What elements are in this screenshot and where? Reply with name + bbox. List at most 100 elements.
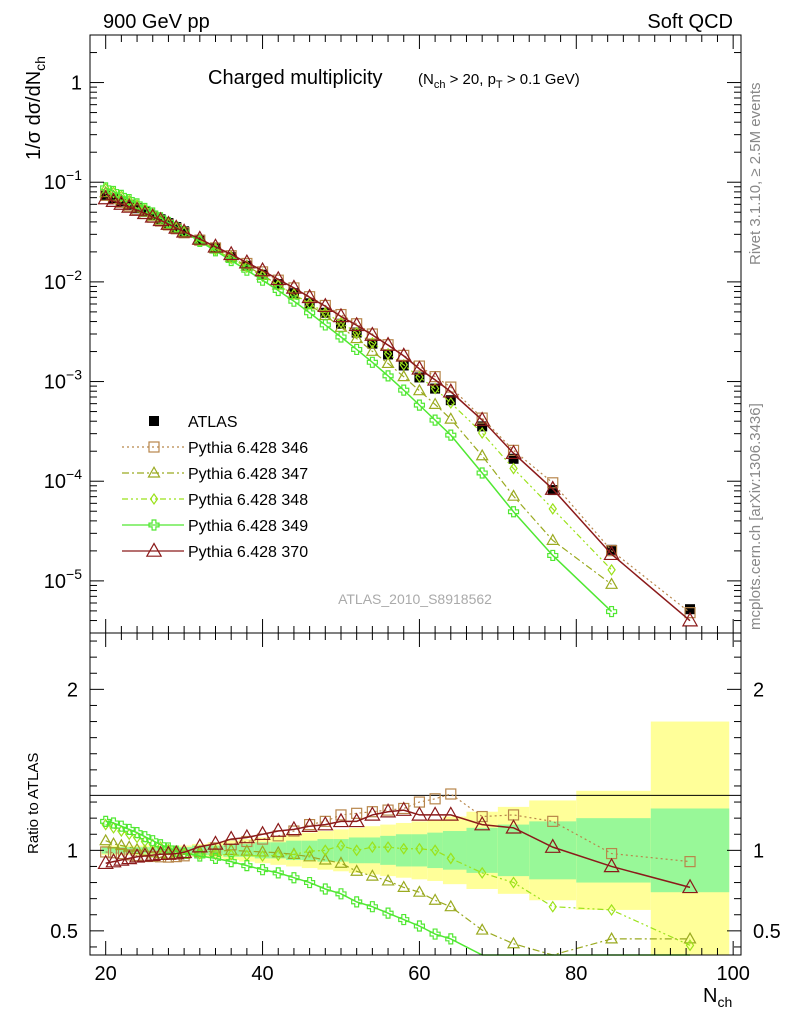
tick-base: 10	[44, 571, 66, 593]
ratio-point-348	[274, 849, 283, 862]
ratio-point-346	[476, 810, 488, 823]
main-point-349	[366, 356, 378, 368]
main-point-346	[304, 291, 316, 303]
ratio-point-349	[147, 835, 159, 847]
ratio-point-349	[429, 928, 441, 940]
ratio-ylabel: Ratio to ATLAS	[25, 753, 42, 854]
main-point-348	[399, 358, 408, 371]
chart-title-sub: (Nch > 20, pT > 0.1 GeV)	[418, 71, 580, 91]
ratio-point-348	[336, 839, 346, 852]
main-point-347	[381, 356, 395, 369]
main-point-349	[100, 182, 112, 194]
ratio-band-inner	[109, 847, 118, 854]
tick-base: 10	[44, 372, 66, 394]
tick-base: 10	[44, 272, 66, 294]
main-point-349	[398, 384, 410, 396]
main-point-370	[364, 326, 381, 341]
main-ylabel-sub: ch	[32, 56, 48, 71]
main-y-tick-label: 1	[71, 73, 82, 95]
main-point-ATLAS	[477, 421, 488, 432]
main-point-370	[128, 201, 146, 216]
ratio-band-inner	[529, 821, 577, 880]
x-tick-label: 100	[716, 963, 749, 985]
ratio-band-inner	[140, 847, 149, 854]
chart-title-main: Charged multiplicity	[208, 67, 383, 89]
ratio-point-349	[335, 888, 347, 900]
legend-marker-atlas	[149, 416, 159, 426]
ratio-point-348	[607, 903, 616, 916]
main-ylabel: 1/σ dσ/dNch	[23, 56, 48, 160]
legend-label-346: Pythia 6.428 346	[188, 440, 308, 457]
ratio-y-tick-label-right: 1	[753, 840, 764, 862]
ratio-point-370	[175, 843, 193, 859]
ratio-panel: 0.5 0.5 1 1 2 2 20 40 60 80 100 Ratio to ATLAS	[25, 632, 781, 985]
ratio-point-347	[240, 844, 254, 856]
main-point-370	[160, 215, 177, 230]
tick-base: 10	[44, 471, 66, 493]
ratio-point-349	[366, 901, 378, 913]
ratio-point-347	[114, 838, 128, 851]
ratio-y-tick-label-left: 1	[67, 840, 78, 862]
ratio-point-349	[115, 820, 127, 832]
ratio-point-347	[683, 931, 697, 944]
main-y-tick-label: 10−2	[44, 267, 82, 294]
tick-exp: −3	[66, 367, 82, 383]
main-point-370	[144, 208, 161, 223]
ratio-point-349	[382, 907, 394, 919]
main-y-tick-label: 10−1	[44, 167, 82, 194]
ratio-band-inner	[191, 845, 208, 856]
ratio-point-346	[684, 856, 696, 868]
main-point-370	[603, 545, 620, 561]
main-point-370	[332, 307, 350, 323]
main-point-347	[507, 489, 521, 501]
ratio-band-inner	[466, 827, 498, 873]
main-point-370	[136, 204, 154, 220]
ratio-band-inner	[395, 834, 412, 867]
main-point-348	[477, 426, 487, 439]
x-tick-label: 20	[95, 963, 117, 985]
legend-marker-346	[148, 441, 160, 453]
main-point-349	[429, 414, 441, 426]
ratio-point-370	[238, 828, 256, 844]
legend-marker-349	[148, 519, 160, 531]
main-point-370	[442, 383, 459, 398]
main-point-370	[317, 297, 334, 313]
title-sub-t: T	[496, 79, 503, 91]
ratio-y-tick-label-right: 0.5	[753, 921, 781, 943]
ratio-point-349	[398, 913, 410, 926]
main-point-370	[473, 411, 491, 426]
main-point-ATLAS	[147, 210, 158, 221]
ratio-point-348	[477, 866, 487, 879]
ratio-point-349	[194, 850, 206, 862]
ratio-band-inner	[411, 834, 428, 867]
main-point-370	[97, 189, 114, 205]
main-point-347	[397, 369, 411, 382]
main-point-ATLAS	[335, 318, 346, 329]
ratio-point-370	[473, 815, 491, 831]
main-point-370	[426, 371, 444, 386]
ratio-point-349	[241, 860, 253, 872]
main-point-349	[335, 331, 347, 343]
main-point-348	[383, 347, 393, 360]
ratio-point-348	[685, 939, 695, 952]
side-mcplots-label: mcplots.cern.ch [arXiv:1306.3436]	[747, 403, 764, 630]
main-point-ATLAS	[685, 604, 696, 615]
ratio-band-inner	[442, 831, 467, 870]
ratio-point-349	[131, 827, 143, 839]
tick-exp: −5	[66, 566, 82, 582]
main-point-349	[507, 506, 520, 518]
ratio-point-349	[319, 883, 331, 895]
ratio-point-348	[399, 842, 408, 855]
legend-label-348: Pythia 6.428 348	[188, 492, 308, 509]
ratio-point-370	[426, 806, 444, 821]
main-point-370	[207, 238, 224, 253]
main-point-349	[304, 307, 316, 319]
tick-exp: −4	[66, 466, 82, 482]
main-axes: 10−510−410−310−210−11	[44, 34, 741, 634]
main-point-370	[285, 279, 303, 294]
x-axis-label-sub: ch	[717, 994, 732, 1010]
ratio-point-348	[430, 844, 440, 857]
ratio-band-inner	[364, 837, 381, 864]
ratio-y-tick-label-left: 2	[67, 679, 78, 701]
ratio-axes: 0.5 0.5 1 1 2 2 20 40 60 80 100	[50, 633, 781, 985]
